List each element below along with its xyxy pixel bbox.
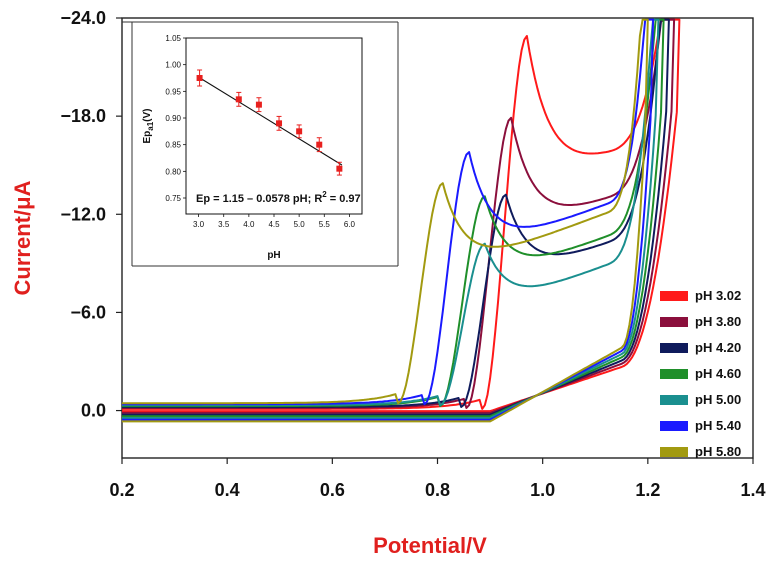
legend-swatch-ph-4-20 — [660, 343, 688, 353]
inset-chart: 3.0 3.5 4.0 4.5 5.0 5.5 6.0 0.75 0.80 0.85 0.90 0.9… — [122, 21, 399, 267]
inset-equation-sup: 2 — [322, 190, 327, 199]
inset-point — [336, 165, 343, 172]
inset-x-tick-label: 5.5 — [319, 220, 331, 229]
x-tick-label: 1.4 — [740, 480, 765, 500]
y-tick-label: −24.0 — [60, 8, 106, 28]
x-axis-title: Potential/V — [373, 533, 487, 558]
inset-plot-frame — [185, 37, 363, 215]
legend-swatch-ph-4-60 — [660, 369, 688, 379]
inset-point — [316, 141, 323, 148]
inset-y-tick-label: 0.80 — [165, 167, 181, 176]
inset-point — [196, 75, 203, 81]
inset-x-tick-label: 4.0 — [243, 220, 255, 229]
y-axis: −24.0 −18.0 −12.0 −6.0 0.0 — [60, 8, 122, 421]
inset-points — [196, 69, 343, 176]
inset-point — [235, 96, 242, 103]
legend-label-ph-4-20: pH 4.20 — [695, 340, 741, 355]
legend-label-ph-5-00: pH 5.00 — [695, 392, 741, 407]
y-tick-label: −12.0 — [60, 204, 106, 224]
legend-swatch-ph-3-02 — [660, 291, 688, 301]
inset-y-title-unit: (V) — [142, 108, 153, 121]
legend-swatch-ph-5-00 — [660, 395, 688, 405]
legend-label-ph-5-80: pH 5.80 — [695, 444, 741, 459]
legend-label-ph-3-02: pH 3.02 — [695, 288, 741, 303]
curve-ph-3-02 — [122, 18, 681, 413]
y-tick-label: −6.0 — [70, 302, 106, 322]
inset-x-tick-label: 3.5 — [218, 220, 230, 229]
legend-swatch-ph-5-40 — [660, 421, 688, 431]
x-tick-label: 1.2 — [635, 480, 660, 500]
y-tick-label: 0.0 — [81, 401, 106, 421]
x-tick-label: 0.2 — [109, 480, 134, 500]
legend-swatch-ph-3-80 — [660, 317, 688, 327]
x-axis: 0.2 0.4 0.6 0.8 1.0 1.2 1.4 — [109, 458, 766, 500]
inset-y-tick-label: 1.05 — [165, 34, 181, 43]
inset-y-tick-label: 0.85 — [165, 141, 181, 150]
inset-x-tick-label: 6.0 — [344, 220, 356, 229]
cv-curves — [122, 18, 681, 423]
inset-point — [255, 101, 262, 108]
inset-x-tick-label: 4.5 — [268, 220, 280, 229]
x-tick-label: 0.4 — [215, 480, 240, 500]
inset-equation-tail: = 0.97 — [327, 193, 361, 205]
inset-point — [276, 120, 283, 127]
inset-y-title-sub: a1 — [146, 121, 155, 130]
inset-axes: 3.0 3.5 4.0 4.5 5.0 5.5 6.0 0.75 0.80 0.85 0.90 0.9… — [165, 34, 355, 229]
inset-y-tick-label: 1.00 — [165, 61, 181, 70]
inset-y-title: Epa1(V) — [142, 108, 155, 143]
curve-ph-5-40 — [122, 18, 655, 421]
legend: pH 3.02 pH 3.80 pH 4.20 pH 4.60 pH 5.00 pH 5.… — [660, 288, 741, 459]
y-tick-label: −18.0 — [60, 106, 106, 126]
inset-x-tick-label: 3.0 — [193, 220, 205, 229]
legend-label-ph-3-80: pH 3.80 — [695, 314, 741, 329]
x-tick-label: 0.6 — [320, 480, 345, 500]
inset-y-tick-label: 0.75 — [165, 194, 181, 203]
x-tick-label: 0.8 — [425, 480, 450, 500]
legend-label-ph-4-60: pH 4.60 — [695, 366, 741, 381]
inset-x-tick-label: 5.0 — [294, 220, 306, 229]
inset-y-tick-label: 0.90 — [165, 114, 181, 123]
curve-ph-5-80 — [122, 18, 649, 423]
inset-point — [296, 128, 303, 135]
inset-equation-main: Ep = 1.15 – 0.0578 pH; R — [196, 193, 322, 205]
curve-ph-4-20 — [122, 18, 670, 416]
curve-ph-4-60 — [122, 18, 665, 418]
inset-equation: Ep = 1.15 – 0.0578 pH; R2 = 0.97 — [196, 190, 361, 205]
legend-swatch-ph-5-80 — [660, 447, 688, 457]
inset-fit-line — [198, 76, 343, 166]
inset-y-title-main: Ep — [142, 131, 153, 144]
inset-x-title: pH — [267, 250, 280, 261]
x-tick-label: 1.0 — [530, 480, 555, 500]
curve-ph-5-00 — [122, 18, 660, 419]
legend-label-ph-5-40: pH 5.40 — [695, 418, 741, 433]
inset-y-tick-label: 0.95 — [165, 87, 181, 96]
y-axis-title: Current/μA — [10, 180, 35, 295]
